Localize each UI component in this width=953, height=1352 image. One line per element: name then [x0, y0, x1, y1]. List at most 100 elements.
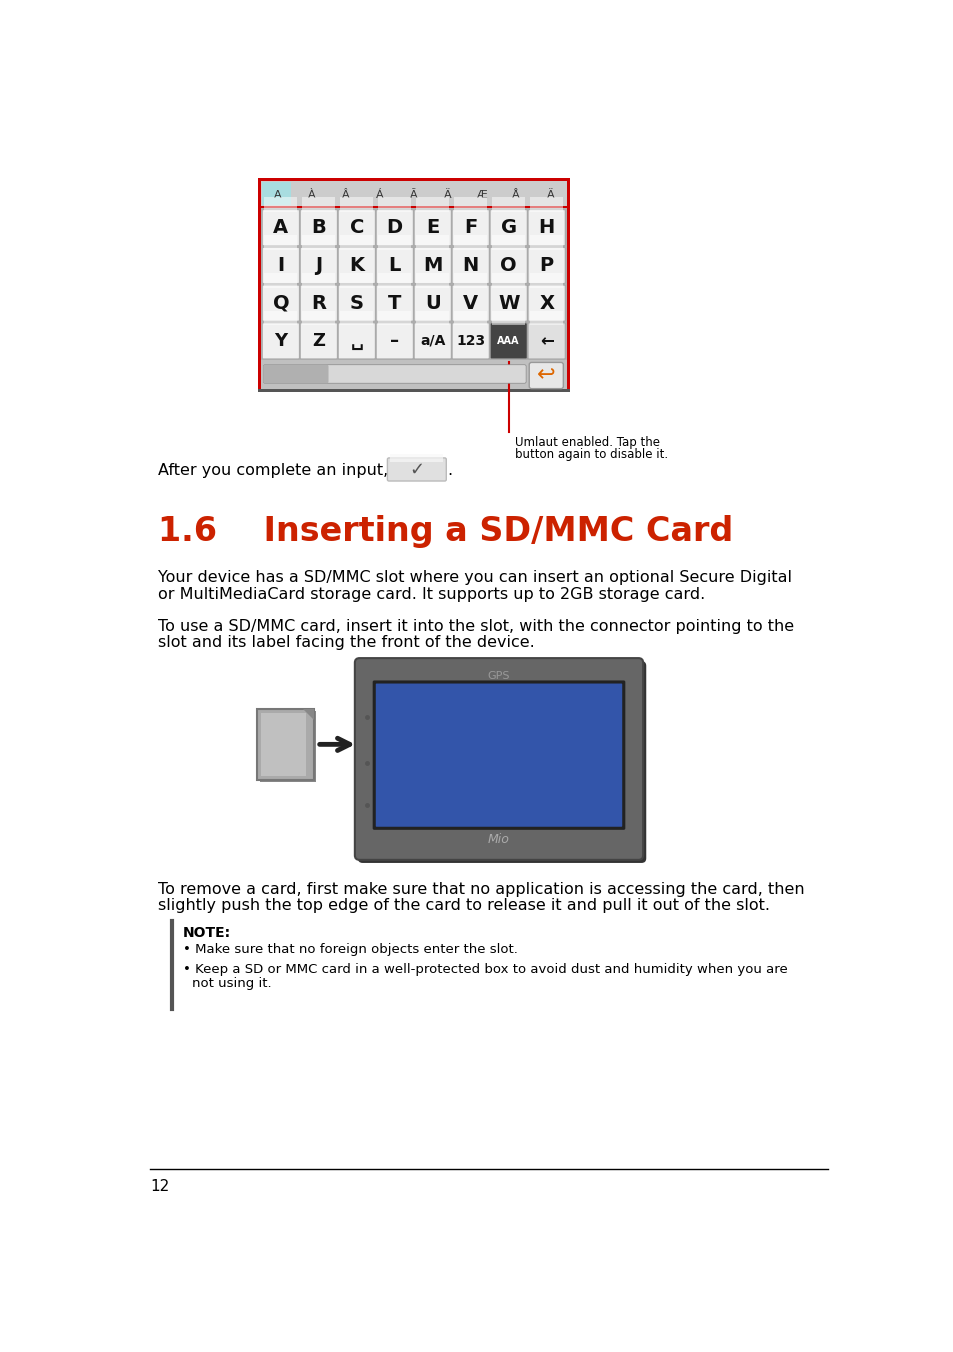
FancyBboxPatch shape [528, 285, 565, 322]
Bar [302, 311, 335, 326]
Bar [530, 210, 565, 246]
FancyBboxPatch shape [414, 247, 451, 284]
Bar [454, 235, 487, 250]
Text: B: B [311, 218, 326, 237]
FancyBboxPatch shape [528, 247, 565, 284]
Bar [340, 247, 375, 283]
FancyBboxPatch shape [490, 247, 527, 284]
FancyBboxPatch shape [262, 323, 299, 360]
Text: Q: Q [273, 293, 289, 312]
Bar [302, 197, 335, 212]
FancyBboxPatch shape [337, 323, 375, 360]
Bar [264, 247, 299, 283]
FancyBboxPatch shape [300, 323, 337, 360]
Bar [416, 273, 449, 288]
Bar [302, 323, 337, 358]
FancyBboxPatch shape [375, 684, 621, 827]
Bar [257, 708, 314, 780]
FancyBboxPatch shape [263, 365, 328, 383]
FancyBboxPatch shape [414, 285, 451, 322]
FancyBboxPatch shape [414, 323, 451, 360]
FancyBboxPatch shape [490, 285, 527, 322]
Text: Å: Å [512, 191, 519, 200]
Bar [302, 285, 337, 320]
Text: AAA: AAA [497, 335, 519, 346]
Bar [454, 210, 489, 246]
Text: À: À [308, 191, 315, 200]
FancyBboxPatch shape [337, 210, 375, 246]
Bar [492, 311, 525, 326]
Text: L: L [388, 256, 400, 274]
FancyBboxPatch shape [375, 323, 413, 360]
Bar [454, 311, 487, 326]
Bar [530, 285, 565, 320]
Bar [492, 210, 527, 246]
Bar [390, 454, 443, 462]
Text: Ã: Ã [410, 191, 417, 200]
Text: a/A: a/A [419, 334, 445, 347]
Text: NOTE:: NOTE: [183, 926, 231, 940]
FancyBboxPatch shape [490, 323, 527, 360]
Bar [416, 210, 452, 246]
FancyBboxPatch shape [300, 210, 337, 246]
Text: 1.6    Inserting a SD/MMC Card: 1.6 Inserting a SD/MMC Card [158, 515, 733, 548]
Text: V: V [462, 293, 477, 312]
FancyBboxPatch shape [490, 210, 527, 246]
Bar [302, 210, 337, 246]
Text: A: A [273, 218, 288, 237]
FancyBboxPatch shape [373, 680, 624, 830]
Text: .: . [447, 462, 452, 477]
FancyBboxPatch shape [528, 323, 565, 360]
Text: –: – [390, 331, 399, 350]
FancyBboxPatch shape [337, 247, 375, 284]
Text: M: M [422, 256, 442, 274]
FancyBboxPatch shape [452, 210, 489, 246]
Polygon shape [303, 708, 314, 719]
FancyBboxPatch shape [337, 285, 375, 322]
Bar [340, 285, 375, 320]
Bar [377, 247, 414, 283]
Bar [340, 235, 373, 250]
Bar [257, 178, 570, 392]
Bar [264, 273, 297, 288]
Text: ✓: ✓ [409, 461, 424, 479]
Text: E: E [426, 218, 439, 237]
Text: ←: ← [539, 331, 553, 350]
Text: ␣: ␣ [350, 331, 363, 350]
Text: not using it.: not using it. [192, 977, 272, 990]
Bar [264, 323, 299, 358]
Bar [264, 197, 297, 212]
Bar [257, 208, 261, 389]
Text: J: J [314, 256, 322, 274]
Text: G: G [500, 218, 517, 237]
FancyBboxPatch shape [375, 210, 413, 246]
Bar [377, 311, 411, 326]
FancyBboxPatch shape [375, 247, 413, 284]
FancyBboxPatch shape [262, 210, 299, 246]
FancyBboxPatch shape [262, 247, 299, 284]
Bar [377, 273, 411, 288]
Text: Â: Â [342, 191, 350, 200]
Bar [416, 323, 452, 358]
Text: or MultiMediaCard storage card. It supports up to 2GB storage card.: or MultiMediaCard storage card. It suppo… [158, 587, 704, 602]
Bar [454, 197, 487, 212]
Text: Ä: Ä [444, 191, 452, 200]
Bar [454, 247, 489, 283]
Bar [340, 210, 375, 246]
Text: To remove a card, first make sure that no application is accessing the card, the: To remove a card, first make sure that n… [158, 883, 803, 898]
FancyBboxPatch shape [300, 247, 337, 284]
FancyBboxPatch shape [452, 285, 489, 322]
Bar [530, 247, 565, 283]
Text: To use a SD/MMC card, insert it into the slot, with the connector pointing to th: To use a SD/MMC card, insert it into the… [158, 619, 793, 634]
Text: 12: 12 [150, 1179, 170, 1194]
Bar [261, 713, 306, 776]
Bar [264, 285, 299, 320]
Text: Your device has a SD/MMC slot where you can insert an optional Secure Digital: Your device has a SD/MMC slot where you … [158, 571, 791, 585]
FancyBboxPatch shape [375, 285, 413, 322]
Bar [530, 311, 562, 326]
Bar [567, 208, 570, 389]
Bar [454, 273, 487, 288]
Text: slot and its label facing the front of the device.: slot and its label facing the front of t… [158, 635, 535, 650]
Bar [340, 311, 373, 326]
Text: S: S [350, 293, 363, 312]
